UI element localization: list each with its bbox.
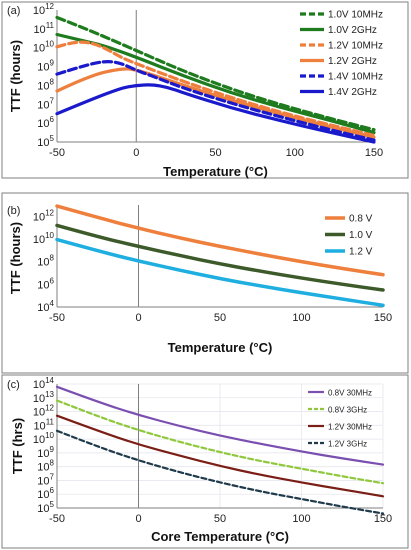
y-tick-label: 107 (37, 472, 54, 487)
legend-label: 1.0 V (349, 230, 373, 241)
x-tick-label: -50 (49, 312, 65, 324)
x-tick-label: 150 (374, 513, 392, 525)
y-tick-label: 1012 (33, 2, 55, 17)
x-tick-label: -50 (49, 147, 65, 159)
y-tick-label: 1010 (33, 231, 55, 246)
y-tick-label: 1013 (33, 390, 55, 405)
y-axis-label: TTF (hours) (8, 40, 23, 112)
y-tick-label: 105 (37, 134, 54, 149)
x-tick-label: -50 (49, 513, 65, 525)
x-tick-label: 0 (133, 147, 139, 159)
y-tick-label: 1014 (33, 376, 55, 391)
y-tick-label: 107 (37, 96, 54, 111)
x-tick-label: 50 (209, 147, 221, 159)
legend-label: 1.2V 10MHz (328, 41, 383, 52)
legend-label: 0.8V 30MHz (328, 389, 372, 398)
y-tick-label: 1011 (33, 21, 54, 36)
y-axis-label: TTF (hours) (8, 222, 23, 294)
x-tick-label: 100 (292, 513, 310, 525)
series-line-2 (55, 40, 376, 137)
x-axis-label: Core Temperature (°C) (151, 529, 289, 544)
x-tick-label: 100 (292, 312, 310, 324)
series-line-1 (55, 399, 385, 485)
legend-label: 1.0V 2GHz (328, 25, 377, 36)
series-line-3 (55, 67, 376, 139)
x-tick-label: 150 (365, 147, 383, 159)
y-tick-label: 106 (37, 486, 54, 501)
x-tick-label: 0 (135, 513, 141, 525)
y-tick-label: 109 (37, 59, 54, 74)
chart-panel-a: (a) -50 0 50 100 150 105 106 107 108 109 1010 1011 10… (1, 1, 409, 179)
series-line-0 (55, 204, 385, 277)
y-tick-label: 106 (37, 276, 54, 291)
series-line-3 (55, 429, 385, 515)
x-tick-label: 50 (214, 312, 226, 324)
legend-label: 1.0V 10MHz (328, 10, 383, 21)
y-tick-label: 1011 (33, 417, 54, 432)
series-line-1 (55, 223, 385, 292)
y-tick-label: 108 (37, 459, 54, 474)
y-tick-label: 108 (37, 77, 54, 92)
series-line-0 (55, 15, 376, 132)
y-tick-label: 1012 (33, 208, 55, 223)
panel-label: (b) (7, 205, 20, 217)
series-line-4 (55, 60, 376, 142)
panel-label: (a) (7, 5, 20, 17)
y-axis-label: TTF (hrs) (10, 418, 25, 474)
x-axis-label: Temperature (°C) (168, 340, 273, 355)
legend-label: 1.2 V (349, 247, 373, 258)
series-line-2 (55, 414, 385, 498)
x-axis-label: Temperature (°C) (163, 164, 268, 179)
legend-label: 1.4V 10MHz (328, 72, 383, 83)
legend-label: 1.4V 2GHz (328, 87, 377, 98)
x-tick-label: 150 (374, 312, 392, 324)
y-tick-label: 109 (37, 445, 54, 460)
series-line-0 (55, 385, 385, 466)
y-tick-label: 1012 (33, 404, 55, 419)
legend-label: 0.8 V (349, 214, 373, 225)
x-tick-label: 100 (286, 147, 304, 159)
legend-label: 1.2V 30MHz (328, 423, 372, 432)
y-tick-label: 1010 (33, 40, 55, 55)
y-tick-label: 106 (37, 115, 54, 130)
series-line-2 (55, 237, 385, 308)
panel-label: (c) (7, 379, 20, 391)
y-tick-label: 105 (37, 500, 54, 515)
chart-panel-c: (c)-50 0 50 100 1501051061071081091010101110… (1, 374, 409, 549)
y-tick-label: 108 (37, 254, 54, 269)
legend-label: 1.2V 2GHz (328, 56, 377, 67)
y-tick-label: 104 (37, 299, 54, 314)
series-line-5 (55, 83, 376, 144)
chart-panel-b: (b) -50 0 50 100 150 104 106 108 1010 1012 Temperat… (1, 192, 409, 374)
x-tick-label: 50 (214, 513, 226, 525)
x-tick-label: 0 (135, 312, 141, 324)
y-tick-label: 1010 (33, 431, 55, 446)
legend-label: 0.8V 3GHz (328, 406, 367, 415)
legend-label: 1.2V 3GHz (328, 440, 367, 449)
